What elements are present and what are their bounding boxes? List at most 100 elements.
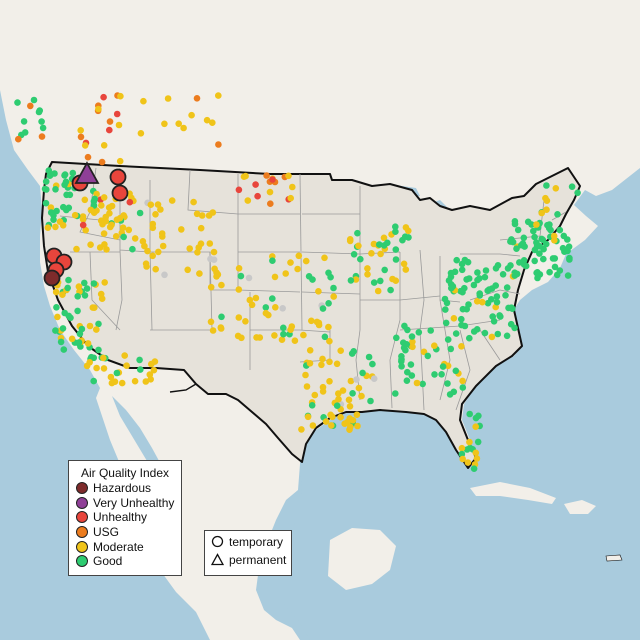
monitor-marker	[60, 346, 68, 353]
monitor-marker	[354, 229, 361, 237]
monitor-marker	[113, 216, 121, 223]
monitor-marker	[115, 121, 123, 129]
monitor-marker	[57, 338, 65, 346]
monitor-marker	[354, 422, 361, 430]
usa-outline	[41, 161, 581, 469]
monitor-marker	[547, 226, 554, 234]
legend-item-good: Good	[76, 554, 181, 569]
monitor-marker	[496, 312, 503, 319]
monitor-marker	[335, 390, 342, 397]
monitor-marker	[143, 263, 150, 270]
monitor-marker	[14, 135, 22, 143]
monitor-marker	[107, 373, 115, 381]
monitor-marker	[98, 158, 106, 166]
monitor-marker	[347, 277, 355, 284]
monitor-marker	[473, 326, 481, 333]
monitor-marker	[319, 388, 327, 395]
monitor-marker	[100, 365, 108, 372]
monitor-marker	[113, 369, 121, 377]
monitor-marker	[544, 221, 551, 229]
monitor-marker	[364, 271, 371, 278]
monitor-marker	[472, 423, 480, 431]
monitor-marker	[50, 216, 57, 223]
monitor-marker	[370, 279, 378, 286]
monitor-marker	[326, 358, 333, 366]
monitor-marker	[504, 265, 512, 272]
monitor-marker	[150, 366, 158, 374]
monitor-marker	[431, 342, 438, 350]
monitor-marker	[215, 92, 222, 99]
monitor-marker	[514, 226, 522, 234]
monitor-marker	[447, 345, 455, 353]
monitor-marker	[63, 191, 70, 199]
monitor-marker	[252, 294, 260, 302]
monitor-marker	[217, 325, 225, 332]
monitor-marker	[326, 378, 333, 385]
monitor-marker	[148, 360, 155, 368]
monitor-marker	[287, 194, 295, 202]
monitor-marker	[161, 120, 168, 128]
monitor-marker	[461, 284, 468, 292]
monitor-marker	[408, 372, 416, 379]
monitor-marker	[108, 202, 116, 210]
pacific-coast-water	[0, 90, 210, 640]
legend-title: Air Quality Index	[80, 466, 170, 480]
monitor-marker	[346, 403, 354, 410]
monitor-marker	[531, 233, 538, 241]
monitor-marker	[126, 198, 134, 206]
monitor-marker	[409, 338, 416, 346]
monitor-marker	[140, 97, 147, 105]
monitor-marker	[235, 286, 243, 293]
monitor-marker	[318, 361, 325, 369]
monitor-marker	[306, 360, 314, 367]
monitor-marker	[564, 247, 571, 255]
monitor-marker	[59, 291, 66, 299]
good-swatch	[76, 555, 88, 568]
monitor-marker	[197, 224, 205, 232]
monitor-marker	[522, 262, 530, 270]
monitor-marker	[377, 277, 384, 285]
monitor-marker	[538, 209, 545, 217]
monitor-marker	[137, 366, 144, 373]
monitor-marker	[287, 259, 294, 266]
monitor-marker	[552, 185, 560, 192]
monitor-marker	[190, 198, 197, 206]
monitor-marker	[44, 224, 52, 231]
very-unhealthy-swatch	[76, 496, 88, 509]
monitor-marker	[101, 279, 108, 286]
monitor-marker	[458, 321, 465, 329]
monitor-marker	[149, 252, 156, 260]
monitor-marker	[71, 211, 79, 219]
monitor-marker	[178, 226, 185, 233]
monitor-marker	[444, 380, 451, 387]
monitor-marker	[53, 304, 60, 311]
monitor-marker	[499, 271, 507, 278]
monitor-marker	[327, 411, 334, 419]
monitor-marker	[466, 334, 473, 342]
monitor-marker	[252, 181, 259, 188]
monitor-marker	[62, 178, 70, 186]
monitor-marker	[449, 283, 457, 290]
monitor-marker	[358, 392, 365, 400]
monitor-marker	[196, 270, 203, 277]
monitor-marker	[473, 455, 481, 462]
monitor-marker	[404, 326, 411, 334]
monitor-marker	[237, 272, 245, 280]
legend-item-usg: USG	[76, 525, 181, 540]
monitor-marker	[74, 293, 81, 300]
monitor-marker	[341, 420, 349, 428]
monitor-marker	[106, 126, 113, 134]
monitor-marker	[490, 318, 498, 325]
monitor-marker	[61, 171, 69, 178]
monitor-marker	[450, 388, 458, 396]
monitor-marker	[536, 250, 543, 257]
monitor-marker	[513, 270, 521, 278]
monitor-marker	[95, 346, 102, 354]
monitor-marker	[424, 352, 432, 360]
monitor-marker	[488, 296, 495, 303]
monitor-marker	[549, 255, 557, 262]
monitor-marker	[77, 133, 85, 141]
monitor-marker	[113, 110, 121, 118]
monitor-marker	[408, 333, 416, 340]
monitor-marker	[540, 255, 547, 263]
